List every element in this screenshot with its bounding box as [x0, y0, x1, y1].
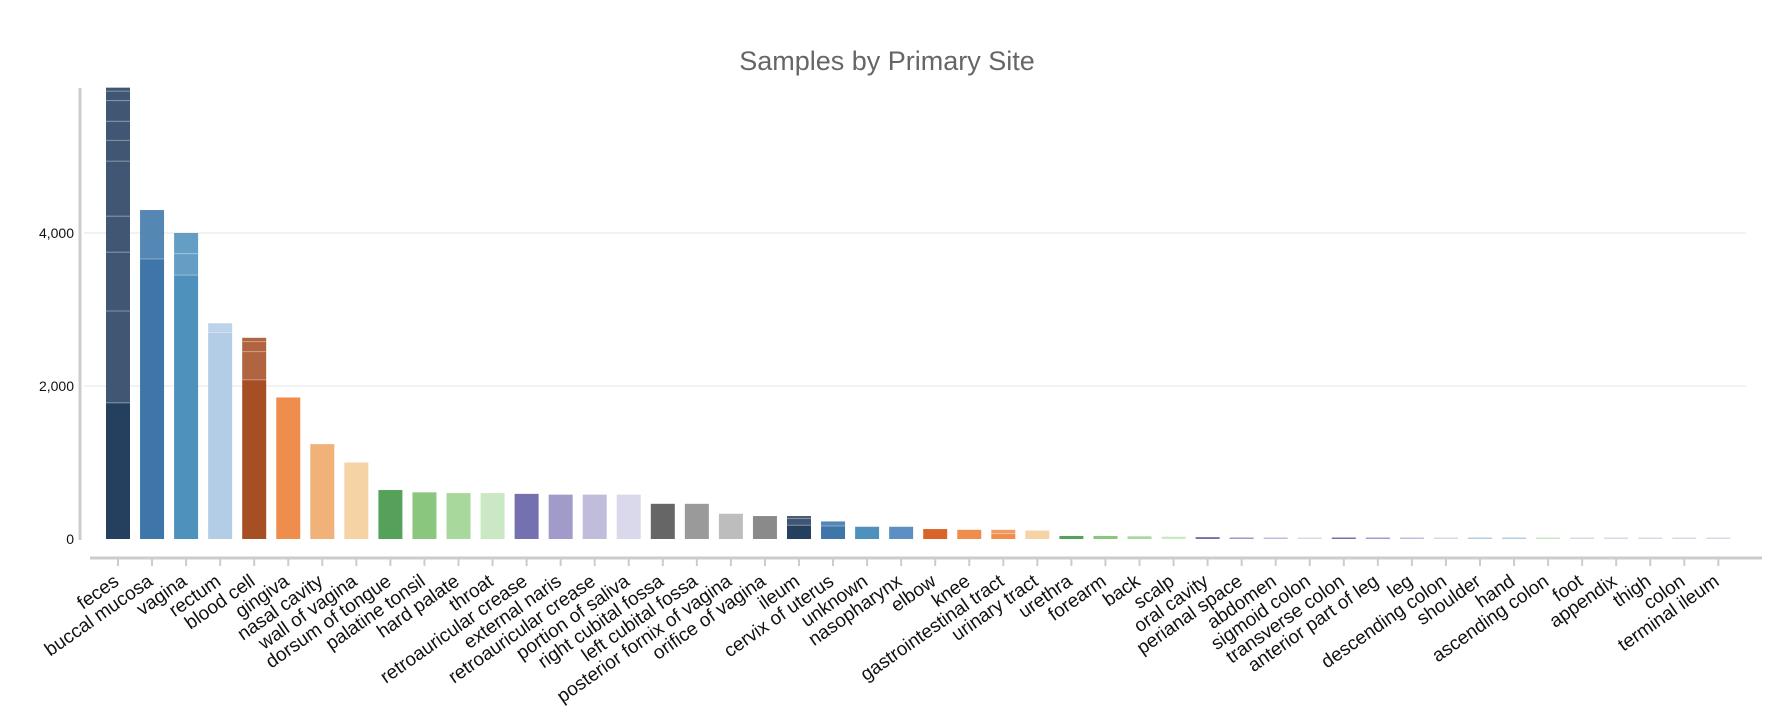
bar-segment[interactable]	[787, 516, 811, 519]
bar-segment[interactable]	[1433, 537, 1458, 540]
bar-segment[interactable]	[1365, 537, 1390, 540]
bar-segment[interactable]	[787, 525, 811, 539]
bar-segment[interactable]	[106, 311, 130, 403]
bar-segment[interactable]	[1672, 537, 1697, 540]
bar-segment[interactable]	[1638, 537, 1663, 540]
bar-segment[interactable]	[242, 337, 267, 342]
bar-segment[interactable]	[446, 493, 471, 539]
bar-segment[interactable]	[1025, 530, 1050, 539]
bar-segment[interactable]	[582, 494, 607, 539]
bar-segment[interactable]	[1195, 537, 1220, 539]
bar-segment[interactable]	[1263, 537, 1288, 540]
bar-segment[interactable]	[106, 252, 130, 312]
bar-segment[interactable]	[106, 121, 130, 141]
bar-segment[interactable]	[174, 253, 199, 276]
bar-segment[interactable]	[140, 259, 165, 539]
bar-segment[interactable]	[889, 526, 914, 539]
bar-segment[interactable]	[106, 91, 130, 101]
bar-segment[interactable]	[1570, 537, 1595, 540]
bar-segment[interactable]	[174, 233, 199, 254]
bar-segment[interactable]	[1399, 537, 1424, 540]
bar-segment[interactable]	[242, 351, 267, 380]
bar-segment[interactable]	[787, 518, 811, 526]
bar-segment[interactable]	[106, 100, 130, 122]
bar-segment[interactable]	[378, 490, 403, 539]
axes	[78, 88, 1762, 560]
bar-segment[interactable]	[106, 216, 130, 253]
bar-segment[interactable]	[106, 161, 130, 217]
bar-segment[interactable]	[923, 529, 948, 539]
bar-segment[interactable]	[480, 493, 505, 539]
y-tick-label: 4,000	[39, 225, 74, 241]
gridlines	[84, 232, 1746, 387]
bar-segment[interactable]	[310, 444, 335, 539]
bar-segment[interactable]	[412, 492, 437, 539]
bar-segment[interactable]	[174, 275, 199, 539]
y-tick-label: 2,000	[39, 378, 74, 394]
bar-segment[interactable]	[514, 493, 539, 539]
bar-segment[interactable]	[991, 529, 1016, 534]
bar-segment[interactable]	[684, 503, 709, 539]
bar-segment[interactable]	[140, 210, 165, 260]
bar-segment[interactable]	[1331, 537, 1356, 540]
bar-segment[interactable]	[344, 462, 369, 540]
bar-segment[interactable]	[242, 341, 267, 352]
bar-segment[interactable]	[548, 494, 573, 539]
bar-segment[interactable]	[718, 513, 743, 539]
chart-title: Samples by Primary Site	[739, 46, 1035, 76]
bar-segment[interactable]	[106, 87, 130, 92]
bar-segment[interactable]	[1229, 537, 1254, 539]
bar-segment[interactable]	[957, 529, 982, 539]
bar-segment[interactable]	[1127, 536, 1152, 539]
bar-segment[interactable]	[1297, 537, 1322, 540]
bar-segment[interactable]	[208, 323, 233, 333]
bar-segment[interactable]	[1536, 537, 1561, 540]
bar-segment[interactable]	[1502, 537, 1527, 540]
bar-segment[interactable]	[821, 521, 846, 526]
bar-segment[interactable]	[991, 533, 1016, 539]
bar-segment[interactable]	[650, 503, 675, 539]
bar-segment[interactable]	[276, 397, 301, 539]
bar-segment[interactable]	[208, 332, 233, 539]
bar-segment[interactable]	[752, 516, 777, 539]
bar-segment[interactable]	[1604, 537, 1629, 540]
bar-segment[interactable]	[106, 140, 130, 162]
bar-segment[interactable]	[1161, 536, 1186, 539]
bar-segment[interactable]	[1468, 537, 1492, 540]
bar-segment[interactable]	[616, 494, 641, 539]
bar-segment[interactable]	[1059, 535, 1084, 539]
y-tick-label: 0	[66, 531, 74, 547]
bar-segment[interactable]	[106, 402, 130, 539]
bar-segment[interactable]	[821, 525, 846, 539]
bars	[106, 87, 1731, 540]
bar-segment[interactable]	[242, 379, 267, 539]
bar-segment[interactable]	[1093, 535, 1118, 539]
bar-segment[interactable]	[1706, 537, 1731, 540]
bar-segment[interactable]	[855, 526, 880, 539]
y-axis-ticks: 0 2,000 4,000	[39, 225, 74, 547]
